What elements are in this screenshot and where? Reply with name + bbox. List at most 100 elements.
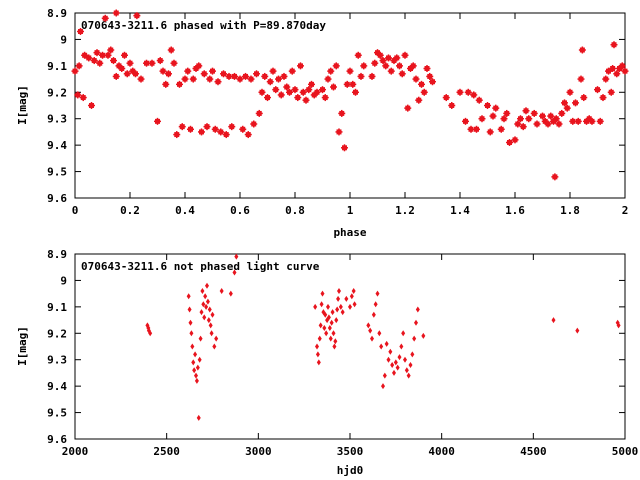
- phased-data-point: [79, 94, 87, 102]
- phased-data-point: [500, 115, 508, 123]
- unphased-data-point: [370, 335, 374, 342]
- unphased-data-point: [326, 303, 330, 310]
- unphased-data-point: [333, 338, 338, 345]
- unphased-x-tick-label: 4000: [428, 445, 455, 458]
- phased-data-point: [519, 123, 527, 131]
- phased-x-axis-label: phase: [333, 226, 366, 239]
- phased-data-point: [222, 131, 230, 139]
- phased-data-point: [442, 94, 450, 102]
- phased-data-point: [555, 120, 563, 128]
- unphased-data-point: [399, 343, 404, 350]
- phased-data-point: [247, 75, 255, 83]
- phased-data-point: [387, 67, 395, 75]
- phased-data-point: [187, 125, 194, 133]
- unphased-data-point: [210, 311, 215, 318]
- phased-data-point: [173, 131, 181, 139]
- phased-data-point: [398, 70, 406, 78]
- phased-data-point: [75, 62, 83, 70]
- unphased-data-point: [320, 290, 325, 297]
- phased-data-point: [286, 88, 293, 96]
- unphased-data-point: [207, 306, 212, 313]
- unphased-y-tick-label: 9.4: [47, 380, 67, 393]
- phased-data-point: [327, 67, 335, 75]
- phased-data-point: [217, 128, 225, 136]
- phased-data-point: [81, 51, 89, 59]
- phased-data-point: [393, 54, 401, 62]
- phased-data-point: [96, 59, 104, 67]
- unphased-data-point: [196, 414, 201, 421]
- phased-x-tick-label: 2: [622, 204, 629, 217]
- unphased-data-point: [212, 343, 217, 350]
- phased-data-point: [415, 96, 423, 104]
- phased-data-point: [478, 115, 486, 123]
- phased-data-point: [236, 75, 244, 83]
- phased-data-point: [448, 102, 456, 109]
- phased-data-point: [258, 88, 266, 96]
- unphased-data-point: [381, 383, 385, 390]
- unphased-y-tick-label: 9.1: [47, 301, 67, 314]
- unphased-data-point: [316, 359, 321, 366]
- unphased-data-point: [327, 325, 332, 331]
- phased-data-point: [618, 62, 626, 70]
- unphased-x-axis-label: hjd0: [337, 464, 364, 477]
- phased-data-point: [525, 115, 533, 123]
- phased-data-point: [211, 125, 219, 133]
- phased-data-point: [539, 112, 546, 120]
- unphased-data-point: [186, 293, 191, 300]
- phased-x-tick-label: 1.4: [450, 204, 470, 217]
- phased-data-point: [376, 51, 384, 59]
- phased-data-point: [255, 109, 263, 117]
- phased-data-point: [266, 78, 274, 86]
- unphased-x-tick-label: 3000: [245, 445, 272, 458]
- unphased-data-point: [348, 303, 352, 310]
- unphased-data-point: [408, 362, 413, 368]
- phased-data-point: [200, 70, 208, 78]
- unphased-data-point: [199, 309, 204, 316]
- phased-y-tick-label: 9.2: [47, 86, 67, 99]
- unphased-data-point: [392, 369, 396, 376]
- phased-plot-title: 070643-3211.6 phased with P=89.870day: [81, 19, 326, 32]
- unphased-data-point: [377, 330, 382, 337]
- unphased-data-point: [219, 288, 224, 294]
- phased-data-point: [346, 67, 354, 75]
- phased-data-point: [517, 115, 524, 123]
- unphased-data-point: [616, 322, 621, 329]
- phased-data-point: [88, 102, 95, 109]
- unphased-x-tick-label: 4500: [520, 445, 547, 458]
- unphased-data-point: [203, 293, 208, 300]
- phased-data-point: [77, 28, 84, 35]
- unphased-data-point: [395, 364, 400, 371]
- unphased-data-points: [145, 253, 621, 421]
- unphased-data-point: [187, 306, 192, 313]
- phased-axis-ticks: 0 0.2 0.4 0.6 0.8 1 1.2 1.4 1.6 1.8 2 8.9 9 9.1 9.2 9.3…: [47, 7, 628, 217]
- unphased-data-point: [575, 327, 580, 334]
- phased-data-point: [170, 59, 178, 67]
- unphased-data-point: [382, 372, 387, 379]
- phased-data-point: [137, 75, 145, 83]
- phased-data-point: [418, 80, 425, 88]
- phased-data-point: [280, 72, 288, 80]
- phased-data-point: [93, 49, 101, 57]
- phased-data-point: [563, 104, 571, 112]
- phased-data-point: [385, 54, 392, 62]
- unphased-data-point: [414, 319, 418, 326]
- unphased-data-point: [318, 322, 323, 329]
- unphased-y-tick-label: 9: [60, 274, 67, 287]
- unphased-data-point: [208, 322, 213, 329]
- phased-data-point: [294, 94, 302, 102]
- phased-data-point: [506, 139, 513, 146]
- phased-y-axis-label: I[mag]: [16, 85, 29, 125]
- phased-data-point: [231, 72, 238, 80]
- unphased-data-point: [195, 364, 200, 371]
- phased-data-point: [181, 75, 189, 83]
- phased-data-point: [297, 62, 304, 70]
- phased-data-point: [503, 109, 511, 117]
- unphased-data-point: [323, 311, 328, 318]
- unphased-data-point: [190, 343, 195, 350]
- unphased-data-point: [326, 314, 331, 321]
- phased-data-point: [609, 65, 617, 72]
- unphased-data-point: [209, 330, 214, 337]
- unphased-data-point: [352, 301, 357, 308]
- phased-data-point: [412, 75, 420, 83]
